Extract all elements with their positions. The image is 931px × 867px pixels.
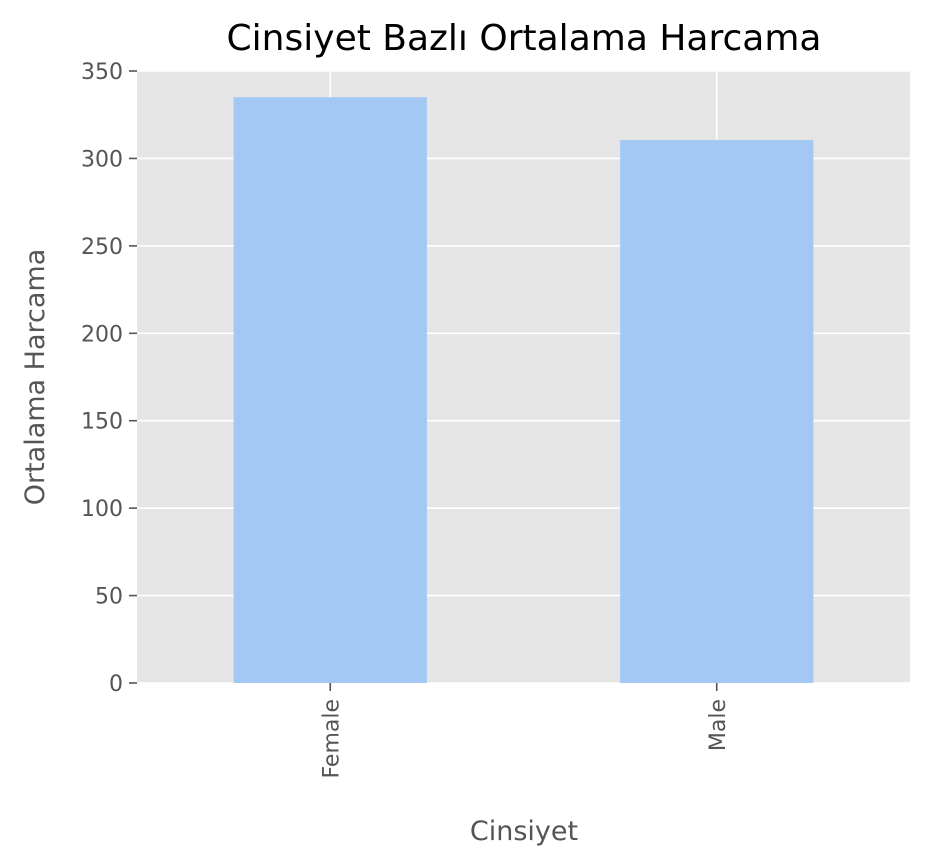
y-tick-label: 200 — [81, 322, 123, 347]
chart-title: Cinsiyet Bazlı Ortalama Harcama — [227, 18, 822, 59]
x-axis-label: Cinsiyet — [470, 816, 578, 847]
y-axis-label: Ortalama Harcama — [20, 249, 51, 506]
y-tick-label: 100 — [81, 497, 123, 522]
x-axis: Female Male — [319, 683, 731, 779]
y-tick-label: 50 — [95, 585, 123, 610]
y-tick-label: 250 — [81, 235, 123, 260]
bar-male — [620, 140, 814, 683]
y-tick-label: 350 — [81, 60, 123, 85]
x-tick-label: Female — [319, 699, 344, 779]
bars — [233, 97, 814, 683]
y-tick-label: 300 — [81, 147, 123, 172]
y-tick-label: 150 — [81, 410, 123, 435]
bar-female — [233, 97, 427, 683]
x-tick-label: Male — [706, 699, 731, 751]
y-tick-label: 0 — [109, 672, 123, 697]
y-axis: 0 50 100 150 200 250 300 350 — [81, 60, 137, 697]
